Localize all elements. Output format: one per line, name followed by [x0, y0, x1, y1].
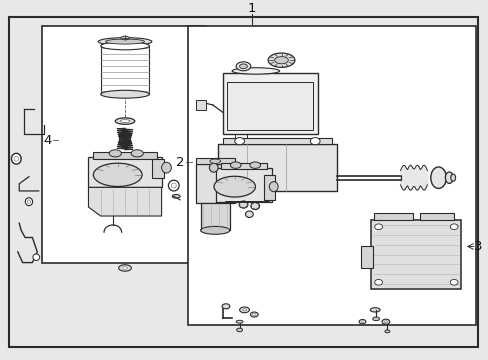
Bar — [195, 164, 234, 203]
Circle shape — [449, 224, 457, 230]
Ellipse shape — [232, 68, 279, 74]
Ellipse shape — [239, 307, 249, 313]
Text: 4: 4 — [44, 134, 52, 147]
Ellipse shape — [209, 163, 218, 172]
Ellipse shape — [445, 172, 452, 184]
Bar — [88, 157, 161, 187]
Bar — [221, 163, 267, 170]
Bar — [373, 213, 412, 220]
Bar — [195, 158, 234, 164]
Ellipse shape — [93, 163, 142, 186]
Ellipse shape — [381, 319, 389, 324]
Bar — [370, 220, 461, 289]
Ellipse shape — [242, 309, 246, 311]
Bar — [264, 175, 275, 200]
Ellipse shape — [11, 153, 21, 164]
Ellipse shape — [249, 162, 260, 168]
Bar — [222, 73, 317, 134]
Ellipse shape — [214, 176, 255, 197]
Circle shape — [449, 279, 457, 285]
Text: 2: 2 — [176, 156, 184, 169]
Ellipse shape — [25, 198, 33, 206]
Ellipse shape — [119, 164, 131, 168]
Ellipse shape — [14, 156, 19, 161]
Bar — [222, 138, 331, 144]
Bar — [42, 26, 205, 262]
Ellipse shape — [120, 120, 130, 122]
Ellipse shape — [122, 267, 127, 269]
Polygon shape — [88, 187, 161, 216]
Ellipse shape — [384, 321, 386, 323]
Ellipse shape — [360, 321, 363, 323]
Ellipse shape — [171, 183, 176, 188]
Circle shape — [234, 138, 244, 145]
Ellipse shape — [209, 159, 220, 163]
Ellipse shape — [101, 90, 149, 98]
Ellipse shape — [239, 201, 247, 208]
Ellipse shape — [200, 226, 229, 234]
Ellipse shape — [115, 118, 135, 124]
Ellipse shape — [274, 57, 288, 64]
Ellipse shape — [222, 304, 229, 309]
Ellipse shape — [236, 320, 243, 323]
Ellipse shape — [168, 180, 179, 191]
Ellipse shape — [430, 167, 446, 188]
Ellipse shape — [122, 165, 128, 167]
Ellipse shape — [358, 320, 365, 324]
Bar — [101, 46, 149, 94]
Ellipse shape — [269, 182, 278, 192]
Ellipse shape — [33, 254, 40, 260]
Bar — [188, 26, 475, 325]
Bar — [152, 159, 163, 179]
Bar — [360, 247, 372, 268]
Ellipse shape — [236, 328, 242, 332]
Ellipse shape — [101, 42, 149, 50]
Bar — [216, 168, 272, 202]
Circle shape — [310, 138, 320, 145]
Circle shape — [374, 279, 382, 285]
Bar — [93, 152, 157, 159]
Ellipse shape — [105, 39, 144, 44]
Text: 1: 1 — [247, 3, 256, 15]
Ellipse shape — [239, 64, 247, 69]
Bar — [200, 203, 229, 230]
Ellipse shape — [245, 211, 253, 217]
Ellipse shape — [230, 162, 241, 168]
Bar — [217, 144, 336, 191]
Ellipse shape — [172, 194, 180, 198]
Bar — [224, 201, 268, 202]
Ellipse shape — [109, 150, 121, 157]
Bar — [419, 213, 453, 220]
Circle shape — [374, 224, 382, 230]
Ellipse shape — [119, 265, 131, 271]
Ellipse shape — [384, 330, 389, 333]
Ellipse shape — [252, 314, 255, 316]
Ellipse shape — [27, 200, 31, 203]
Ellipse shape — [369, 308, 379, 312]
Ellipse shape — [450, 174, 455, 181]
Ellipse shape — [98, 38, 152, 45]
Ellipse shape — [372, 317, 379, 321]
Ellipse shape — [250, 312, 258, 317]
Bar — [195, 100, 206, 111]
Ellipse shape — [267, 53, 294, 67]
Ellipse shape — [236, 62, 250, 71]
Ellipse shape — [131, 150, 143, 157]
Text: 3: 3 — [473, 240, 482, 253]
Ellipse shape — [250, 202, 259, 210]
Bar — [227, 82, 312, 130]
Ellipse shape — [121, 36, 129, 40]
Ellipse shape — [161, 162, 171, 173]
